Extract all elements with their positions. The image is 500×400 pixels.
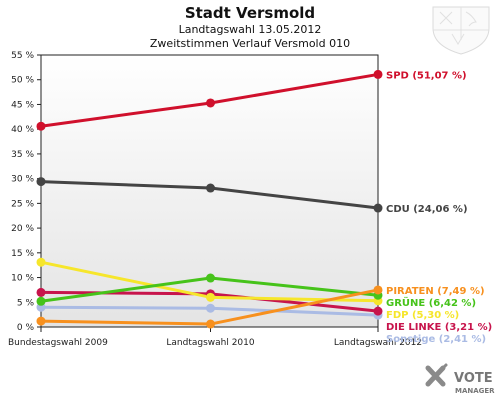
- y-tick-label: 20 %: [11, 224, 34, 234]
- vote-manager-logo: VOTE MANAGER: [425, 363, 495, 395]
- series-end-label: CDU (24,06 %): [386, 204, 468, 215]
- series-end-label: GRÜNE (6,42 %): [386, 295, 476, 309]
- y-tick-label: 5 %: [17, 298, 35, 308]
- y-tick-label: 25 %: [11, 199, 34, 209]
- data-point: [373, 285, 383, 295]
- data-point: [36, 287, 46, 297]
- y-tick-label: 10 %: [11, 274, 34, 284]
- series-end-label: PIRATEN (7,49 %): [386, 286, 485, 297]
- y-tick-label: 40 %: [11, 125, 34, 135]
- series-end-label: Sonstige (2,41 %): [386, 334, 486, 345]
- x-tick-label: Landtagswahl 2010: [166, 338, 255, 348]
- y-tick-label: 30 %: [11, 175, 34, 185]
- data-point: [36, 296, 46, 306]
- y-tick-label: 50 %: [11, 76, 34, 86]
- data-point: [36, 257, 46, 267]
- nrw-coat-of-arms-icon: [432, 6, 490, 55]
- data-point: [373, 306, 383, 316]
- chart-title: Stadt Versmold: [185, 4, 315, 22]
- data-point: [206, 183, 215, 193]
- data-point: [206, 292, 215, 302]
- x-axis: Bundestagswahl 2009 Landtagswahl 2010 Land…: [8, 327, 422, 348]
- x-mark-icon: [425, 363, 448, 387]
- data-point: [206, 273, 215, 283]
- data-point: [36, 121, 46, 131]
- logo-vote-text: VOTE: [454, 371, 493, 386]
- series-points: [36, 69, 383, 329]
- chart-subtitle-2: Zweitstimmen Verlauf Versmold 010: [150, 37, 350, 50]
- data-point: [36, 177, 46, 187]
- data-point: [36, 316, 46, 326]
- y-tick-label: 45 %: [11, 100, 34, 110]
- series-end-label: DIE LINKE (3,21 %): [386, 322, 492, 333]
- series-end-label: FDP (5,30 %): [386, 310, 459, 321]
- y-tick-label: 0 %: [17, 323, 35, 333]
- data-point: [373, 69, 383, 79]
- series-end-label: SPD (51,07 %): [386, 70, 467, 81]
- data-point: [206, 98, 215, 108]
- y-tick-label: 15 %: [11, 249, 34, 259]
- x-tick-label: Landtagswahl 2012: [334, 338, 422, 348]
- data-point: [206, 319, 215, 329]
- x-tick-label: Bundestagswahl 2009: [8, 338, 108, 348]
- data-point: [206, 303, 215, 313]
- data-point: [373, 203, 383, 213]
- y-tick-label: 35 %: [11, 150, 34, 160]
- y-axis: 0 % 5 % 10 % 15 % 20 % 25 % 30 % 35 % 40 % 45 % 50…: [11, 51, 41, 333]
- chart-subtitle-1: Landtagswahl 13.05.2012: [179, 23, 322, 36]
- logo-manager-text: MANAGER: [455, 387, 495, 395]
- y-tick-label: 55 %: [11, 51, 34, 61]
- end-labels: SPD (51,07 %) CDU (24,06 %) PIRATEN (7,49 …: [386, 70, 492, 345]
